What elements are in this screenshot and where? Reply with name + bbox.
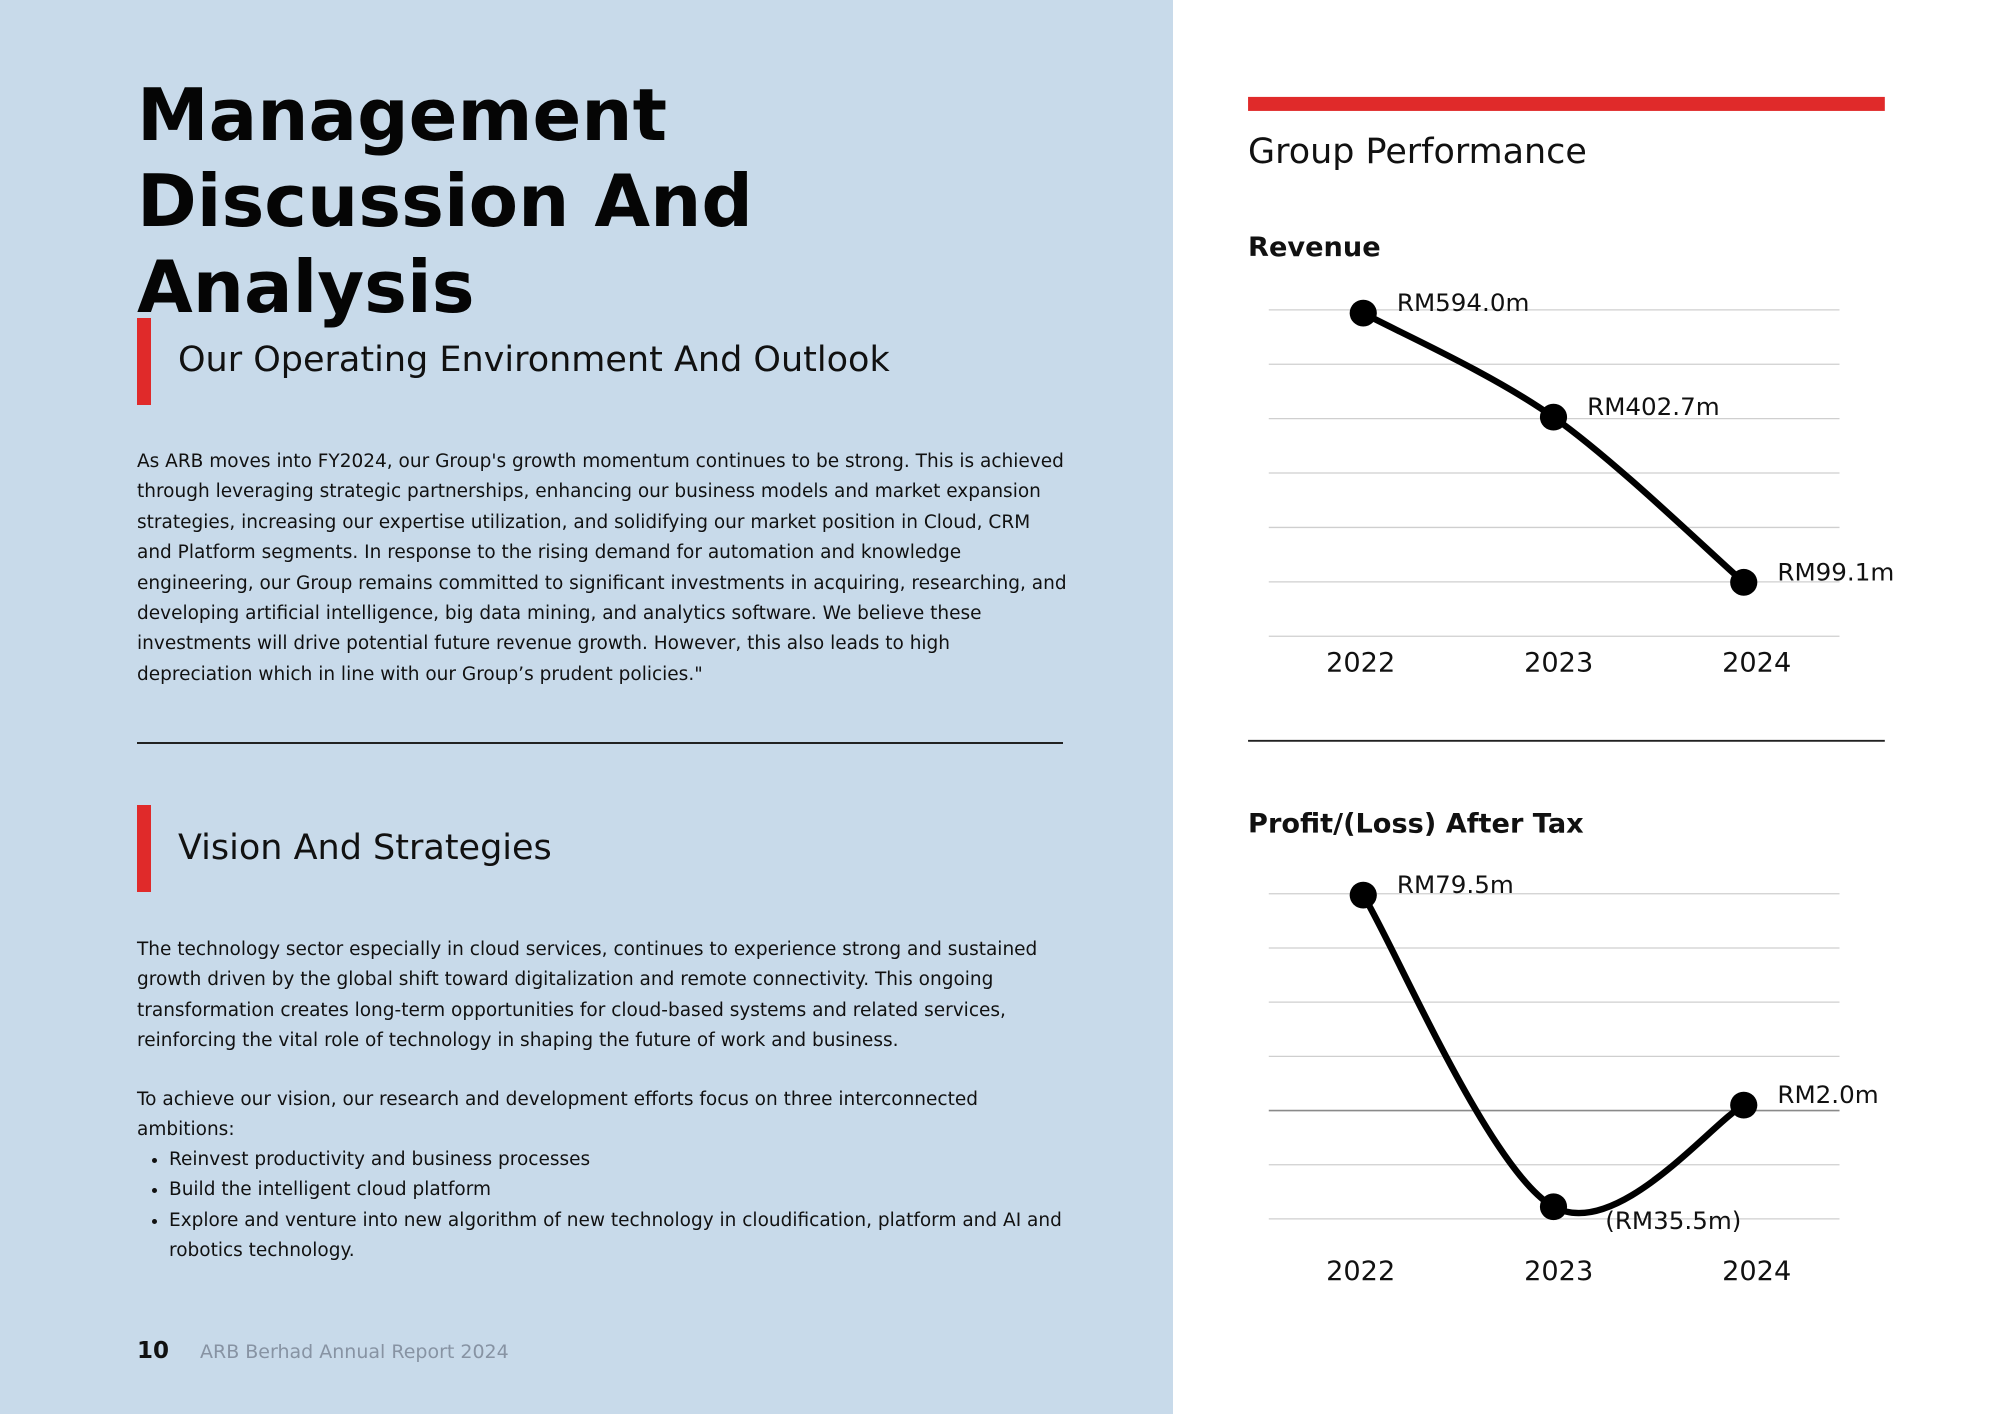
accent-bar <box>137 805 151 892</box>
point <box>1349 881 1377 909</box>
value-label: RM2.0m <box>1777 1080 1878 1109</box>
chart-title: Revenue <box>1248 232 1381 263</box>
paragraph: The technology sector especially in clou… <box>137 939 1038 1052</box>
paragraph: As ARB moves into FY2024, our Group's gr… <box>137 451 1067 685</box>
bullet-list: Reinvest productivity and business proce… <box>137 1145 1067 1267</box>
point <box>1539 403 1568 431</box>
section-heading: Vision And Strategies <box>178 828 552 868</box>
footer-text: ARB Berhad Annual Report 2024 <box>200 1341 509 1363</box>
x-tick-label: 2022 <box>1326 648 1395 679</box>
value-label: RM99.1m <box>1777 558 1894 587</box>
x-tick-label: 2023 <box>1524 1256 1593 1287</box>
line <box>1360 893 1746 1217</box>
section-heading: Our Operating Environment And Outlook <box>178 340 890 380</box>
x-tick-label: 2023 <box>1524 648 1593 679</box>
point <box>1730 568 1758 596</box>
left-panel: Management Discussion And Analysis Our O… <box>0 0 1173 1414</box>
divider <box>137 742 1063 744</box>
value-label: RM402.7m <box>1587 392 1720 421</box>
panel-title: Group Performance <box>1248 132 1587 172</box>
accent-bar <box>1248 96 1885 111</box>
x-tick-label: 2024 <box>1722 648 1791 679</box>
x-tick-label: 2022 <box>1326 1256 1395 1287</box>
value-label: (RM35.5m) <box>1605 1206 1741 1235</box>
chart-title: Profit/(Loss) After Tax <box>1248 809 1584 840</box>
value-label: RM79.5m <box>1397 870 1514 899</box>
value-label: RM594.0m <box>1397 288 1530 317</box>
point <box>1349 299 1377 327</box>
page-title: Management Discussion And Analysis <box>137 73 753 329</box>
chart-panel: Group Performance Revenue RM594.0m 2022 RM4… <box>1248 96 1894 1287</box>
line <box>1361 310 1746 585</box>
bullet: Build the intelligent cloud platform <box>169 1175 1067 1205</box>
paragraph: To achieve our vision, our research and … <box>137 1089 978 1141</box>
bullet: Reinvest productivity and business proce… <box>169 1145 1067 1175</box>
accent-bar <box>137 318 151 405</box>
bullet: Explore and venture into new algorithm o… <box>169 1206 1067 1267</box>
x-tick-label: 2024 <box>1722 1256 1791 1287</box>
point <box>1539 1193 1568 1221</box>
page-number: 10 <box>137 1338 170 1364</box>
point <box>1730 1091 1758 1119</box>
